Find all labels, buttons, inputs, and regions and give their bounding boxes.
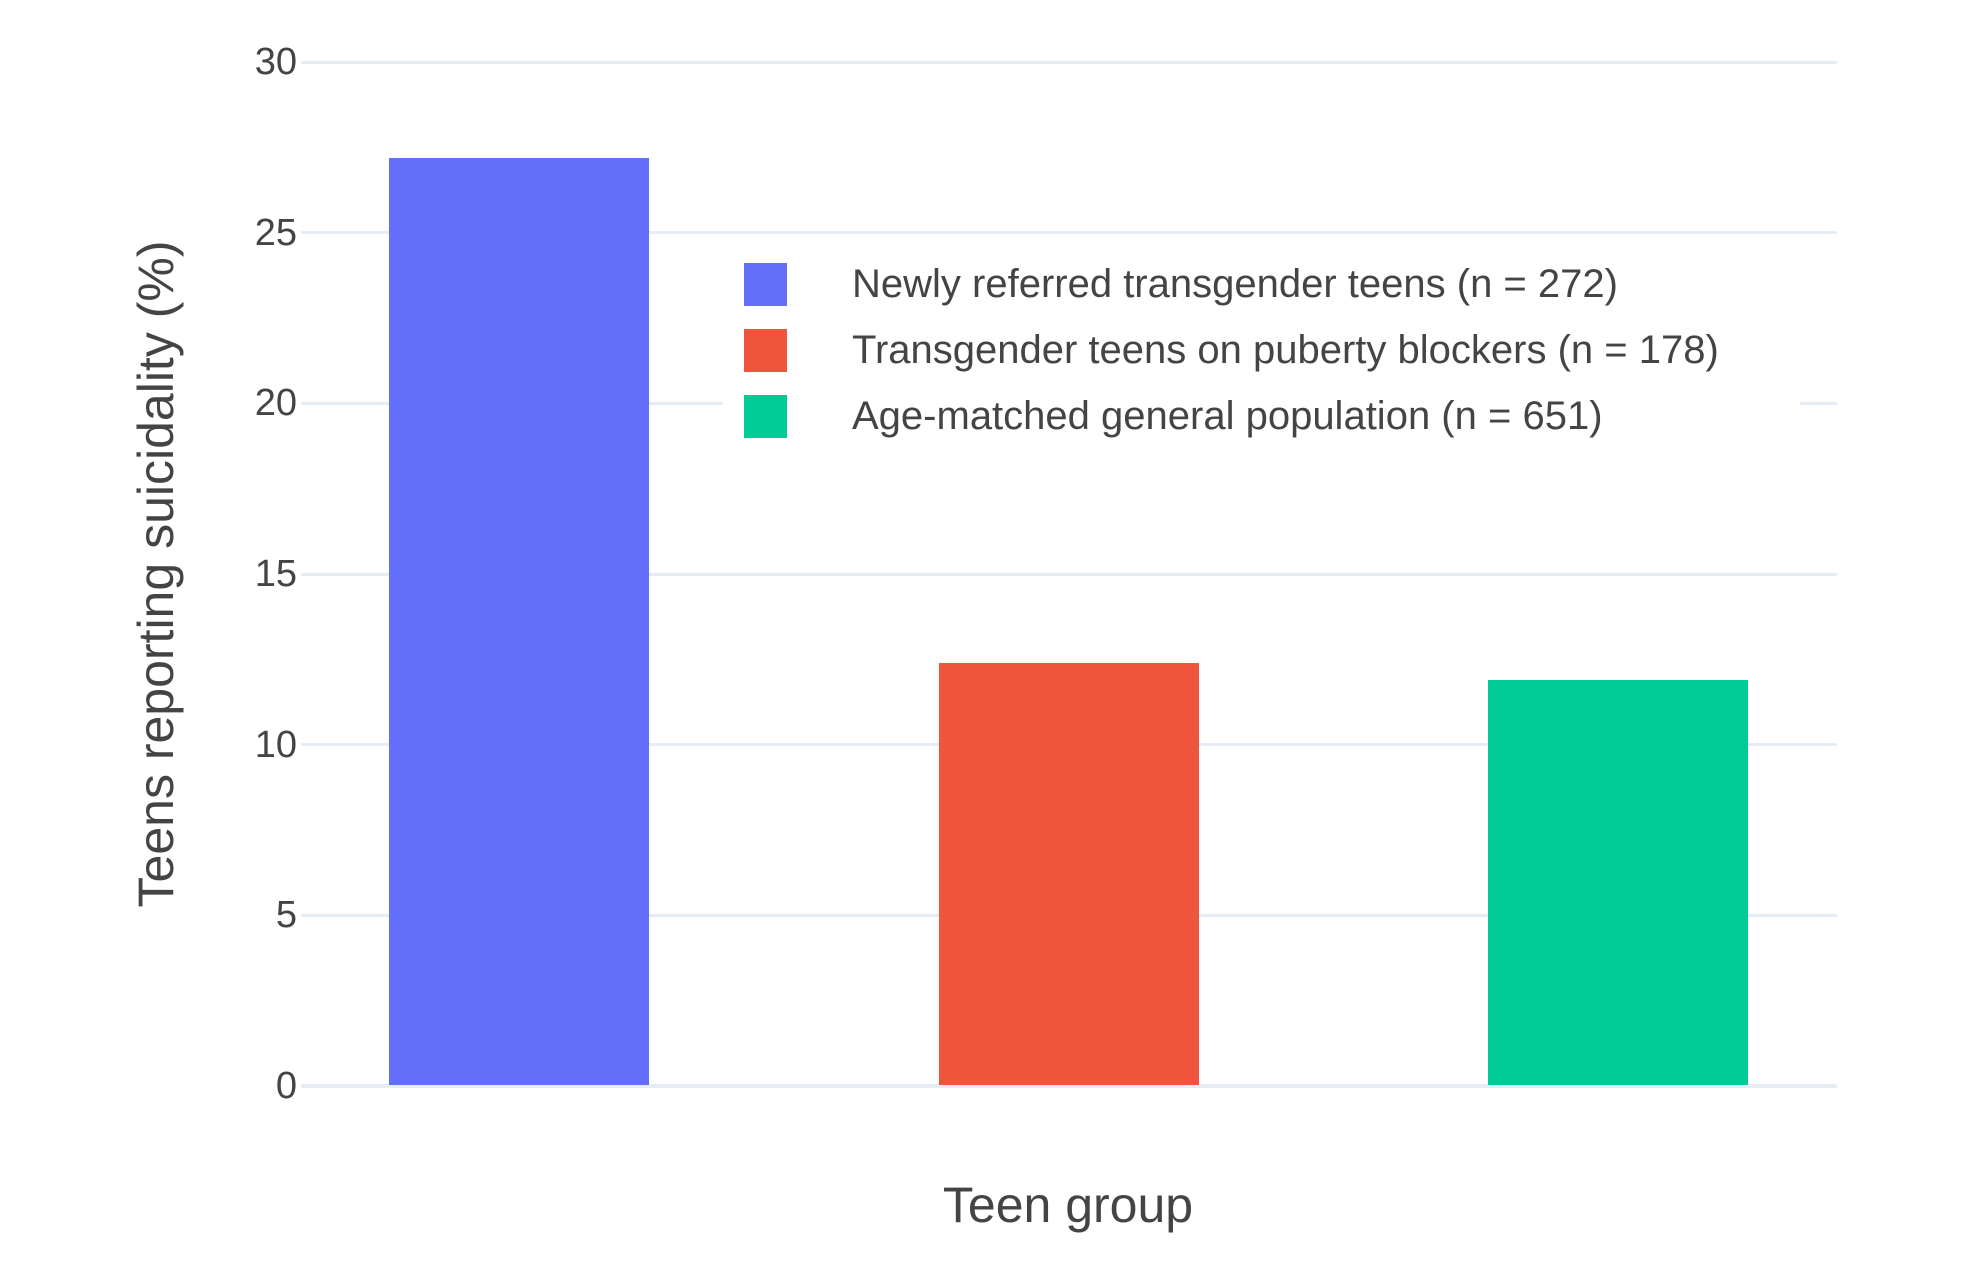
legend-item-2[interactable]: Transgender teens on puberty blockers (n… bbox=[723, 317, 1800, 383]
bar-2[interactable] bbox=[938, 662, 1199, 1085]
legend-label: Transgender teens on puberty blockers (n… bbox=[852, 328, 1719, 372]
y-tick-label: 10 bbox=[254, 723, 297, 766]
chart-legend: Newly referred transgender teens (n = 27… bbox=[723, 243, 1800, 457]
gridline bbox=[301, 231, 1837, 235]
legend-item-3[interactable]: Age-matched general population (n = 651) bbox=[723, 383, 1800, 449]
x-axis-title: Teen group bbox=[942, 1177, 1194, 1233]
legend-item-1[interactable]: Newly referred transgender teens (n = 27… bbox=[723, 251, 1800, 317]
y-tick-label: 5 bbox=[275, 894, 297, 937]
y-tick-label: 15 bbox=[254, 553, 297, 595]
y-axis-title: Teens reporting suicidality (%) bbox=[128, 240, 184, 908]
gridline bbox=[301, 572, 1837, 576]
legend-swatch-icon bbox=[744, 262, 787, 306]
y-tick-label: 25 bbox=[254, 211, 297, 254]
legend-swatch-icon bbox=[744, 394, 787, 438]
legend-label: Age-matched general population (n = 651) bbox=[852, 394, 1603, 438]
legend-label: Newly referred transgender teens (n = 27… bbox=[852, 262, 1618, 306]
y-tick-label: 20 bbox=[254, 382, 297, 425]
bar-1[interactable] bbox=[389, 157, 649, 1085]
legend-swatch-icon bbox=[744, 328, 787, 372]
gridline bbox=[301, 60, 1837, 64]
zero-gridline bbox=[301, 1084, 1837, 1088]
y-tick-label: 30 bbox=[254, 41, 297, 83]
bar-3[interactable] bbox=[1487, 679, 1748, 1085]
y-tick-label: 0 bbox=[275, 1065, 297, 1107]
